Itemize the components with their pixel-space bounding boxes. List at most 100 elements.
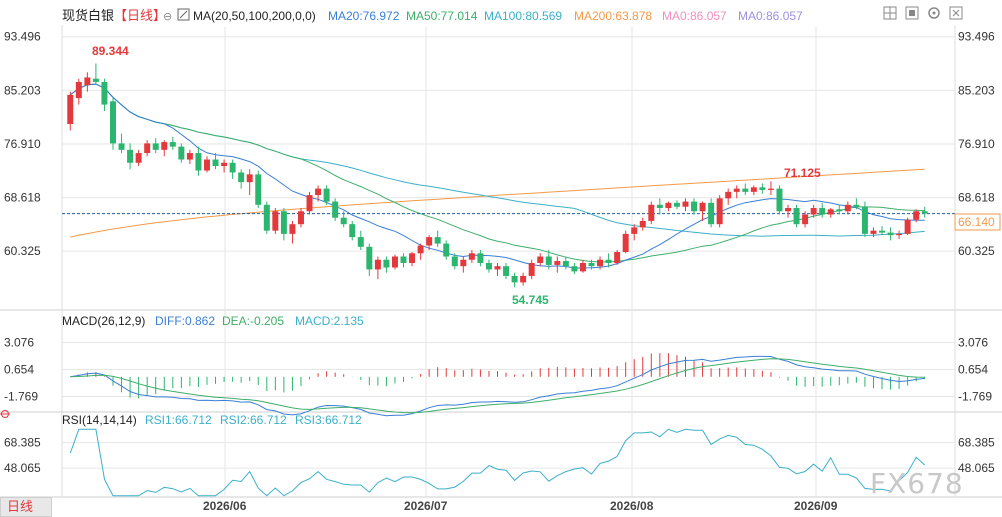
candle	[648, 201, 655, 225]
ma-legend-item: MA20:76.972	[328, 9, 400, 23]
candle-body	[921, 211, 928, 214]
candle	[255, 170, 262, 209]
macd-tick-left: -1.769	[4, 390, 38, 404]
candle-body	[656, 204, 663, 209]
candle	[374, 256, 381, 280]
candle	[554, 256, 561, 273]
macd-diff: DIFF:0.862	[155, 314, 215, 328]
candle-body	[238, 172, 245, 183]
candle	[879, 226, 885, 236]
candle	[725, 188, 732, 205]
candle-body	[887, 232, 894, 236]
crosshair-icon[interactable]	[0, 410, 10, 418]
candle	[579, 259, 586, 273]
price-tick-right: 60.325	[958, 244, 995, 258]
ma-toggle-icon[interactable]	[177, 8, 190, 21]
candle-body	[468, 253, 475, 260]
candle-body	[511, 275, 518, 283]
candle	[904, 217, 911, 236]
candle	[272, 208, 279, 234]
candle	[409, 251, 416, 267]
candle	[280, 208, 287, 241]
candle-body	[340, 217, 347, 225]
candle	[451, 253, 458, 270]
candle	[733, 185, 740, 199]
candle	[152, 138, 159, 154]
candle	[263, 201, 270, 234]
candle-body	[537, 256, 544, 263]
candle	[203, 156, 210, 173]
x-tick-label: 2026/08	[610, 499, 654, 513]
candle-body	[451, 256, 458, 267]
candle-body	[263, 204, 270, 231]
rsi3-value: RSI3:66.712	[295, 413, 362, 427]
candle-body	[306, 195, 313, 212]
candle	[503, 262, 510, 280]
candle-body	[349, 224, 356, 238]
candle-body	[144, 143, 151, 154]
candle-body	[554, 261, 561, 265]
grid-icon[interactable]	[883, 6, 897, 20]
candle	[221, 159, 228, 173]
candle-body	[810, 208, 817, 215]
candle-body	[67, 94, 74, 124]
candle	[477, 250, 484, 267]
candle	[827, 208, 834, 218]
candle	[186, 149, 193, 165]
candle	[443, 240, 450, 260]
layout-icon[interactable]	[905, 6, 919, 20]
candle	[238, 169, 245, 189]
candle	[844, 201, 851, 215]
candle-body	[186, 153, 193, 160]
ma200-line	[70, 168, 925, 238]
candle-body	[648, 204, 655, 221]
high-annotation: 89.344	[92, 44, 129, 58]
candle-body	[545, 256, 552, 265]
settings-gear-icon[interactable]	[928, 7, 940, 19]
candle	[212, 153, 219, 170]
close-icon[interactable]	[949, 6, 963, 20]
candle	[776, 185, 783, 215]
candle-body	[614, 251, 621, 263]
candle	[75, 78, 82, 105]
candle	[614, 250, 621, 265]
candle-body	[631, 227, 638, 234]
candle	[417, 243, 424, 260]
macd-tick-right: 0.654	[958, 363, 988, 377]
candle-body	[101, 81, 108, 105]
candle-body	[870, 230, 877, 234]
settings-icon[interactable]: ⊖	[163, 11, 172, 23]
candle	[819, 202, 826, 218]
candle	[246, 169, 253, 196]
candle	[802, 211, 809, 228]
candle-body	[135, 153, 142, 163]
candle-body	[579, 262, 586, 272]
candle	[110, 98, 116, 150]
candle	[588, 259, 595, 270]
ma-legend-item: MA200:63.878	[574, 9, 652, 23]
candle	[605, 253, 612, 268]
candle	[400, 253, 407, 268]
candle-body	[827, 209, 834, 215]
candle-body	[75, 81, 82, 99]
candle-body	[221, 162, 228, 166]
macd-title: MACD(26,12,9)	[62, 314, 145, 328]
price-tick-left: 68.618	[4, 191, 41, 205]
candle-body	[622, 233, 629, 252]
rsi-line	[69, 428, 926, 497]
macd-dea: DEA:-0.205	[222, 314, 284, 328]
ma-legend-item: MA50:77.014	[406, 9, 478, 23]
candle	[460, 256, 467, 273]
price-tick-right: 76.910	[958, 137, 995, 151]
period-label[interactable]: 【日线】	[114, 8, 166, 23]
candle-body	[750, 187, 757, 192]
candle-body	[571, 266, 578, 272]
rsi-title: RSI(14,14,14)	[62, 413, 137, 427]
period-tab[interactable]: 日线	[0, 497, 52, 517]
low-annotation: 54.745	[512, 293, 549, 307]
candle	[896, 230, 903, 240]
candle	[810, 204, 817, 218]
ma-legend-item: MA100:80.569	[484, 9, 562, 23]
rsi-tick-left: 48.065	[4, 461, 41, 475]
